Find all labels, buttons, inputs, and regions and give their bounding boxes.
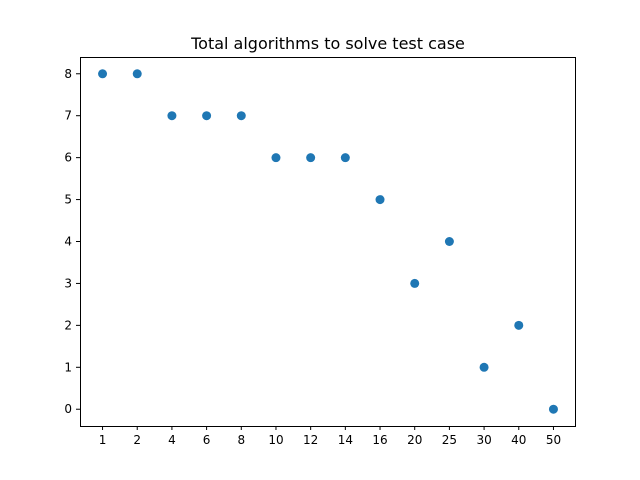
data-point [375, 195, 385, 205]
x-tick-label: 40 [511, 433, 526, 447]
y-axis: 0 1 2 3 4 5 6 7 8 [64, 67, 80, 416]
y-tick-label: 5 [64, 193, 72, 207]
y-tick-label: 8 [64, 67, 72, 81]
data-point [236, 111, 246, 121]
data-point [479, 362, 489, 372]
plot-frame [80, 57, 576, 427]
data-point [514, 320, 524, 330]
x-tick-label: 8 [237, 433, 245, 447]
x-tick-label: 20 [407, 433, 422, 447]
data-point [548, 404, 558, 414]
data-point [98, 69, 108, 79]
x-tick-label: 2 [133, 433, 141, 447]
data-point [340, 153, 350, 163]
data-point [132, 69, 142, 79]
data-point [271, 153, 281, 163]
x-tick-label: 30 [476, 433, 491, 447]
data-point [444, 237, 454, 246]
x-tick-label: 6 [203, 433, 211, 447]
chart-title: Total algorithms to solve test case [190, 34, 465, 53]
data-point [306, 153, 316, 163]
x-tick-label: 10 [268, 433, 283, 447]
x-tick-label: 50 [546, 433, 561, 447]
y-tick-label: 1 [64, 360, 72, 374]
y-tick-label: 3 [64, 276, 72, 290]
y-tick-label: 4 [64, 235, 72, 249]
x-tick-label: 12 [303, 433, 318, 447]
y-tick-label: 0 [64, 402, 72, 416]
y-tick-label: 7 [64, 109, 72, 123]
data-points [98, 69, 558, 414]
data-point [410, 278, 420, 288]
x-tick-label: 16 [372, 433, 387, 447]
x-tick-label: 25 [442, 433, 457, 447]
x-tick-label: 1 [99, 433, 107, 447]
data-point [167, 111, 177, 121]
y-tick-label: 6 [64, 151, 72, 165]
x-tick-label: 4 [168, 433, 176, 447]
x-tick-label: 14 [338, 433, 353, 447]
data-point [202, 111, 212, 121]
y-tick-label: 2 [64, 318, 72, 332]
